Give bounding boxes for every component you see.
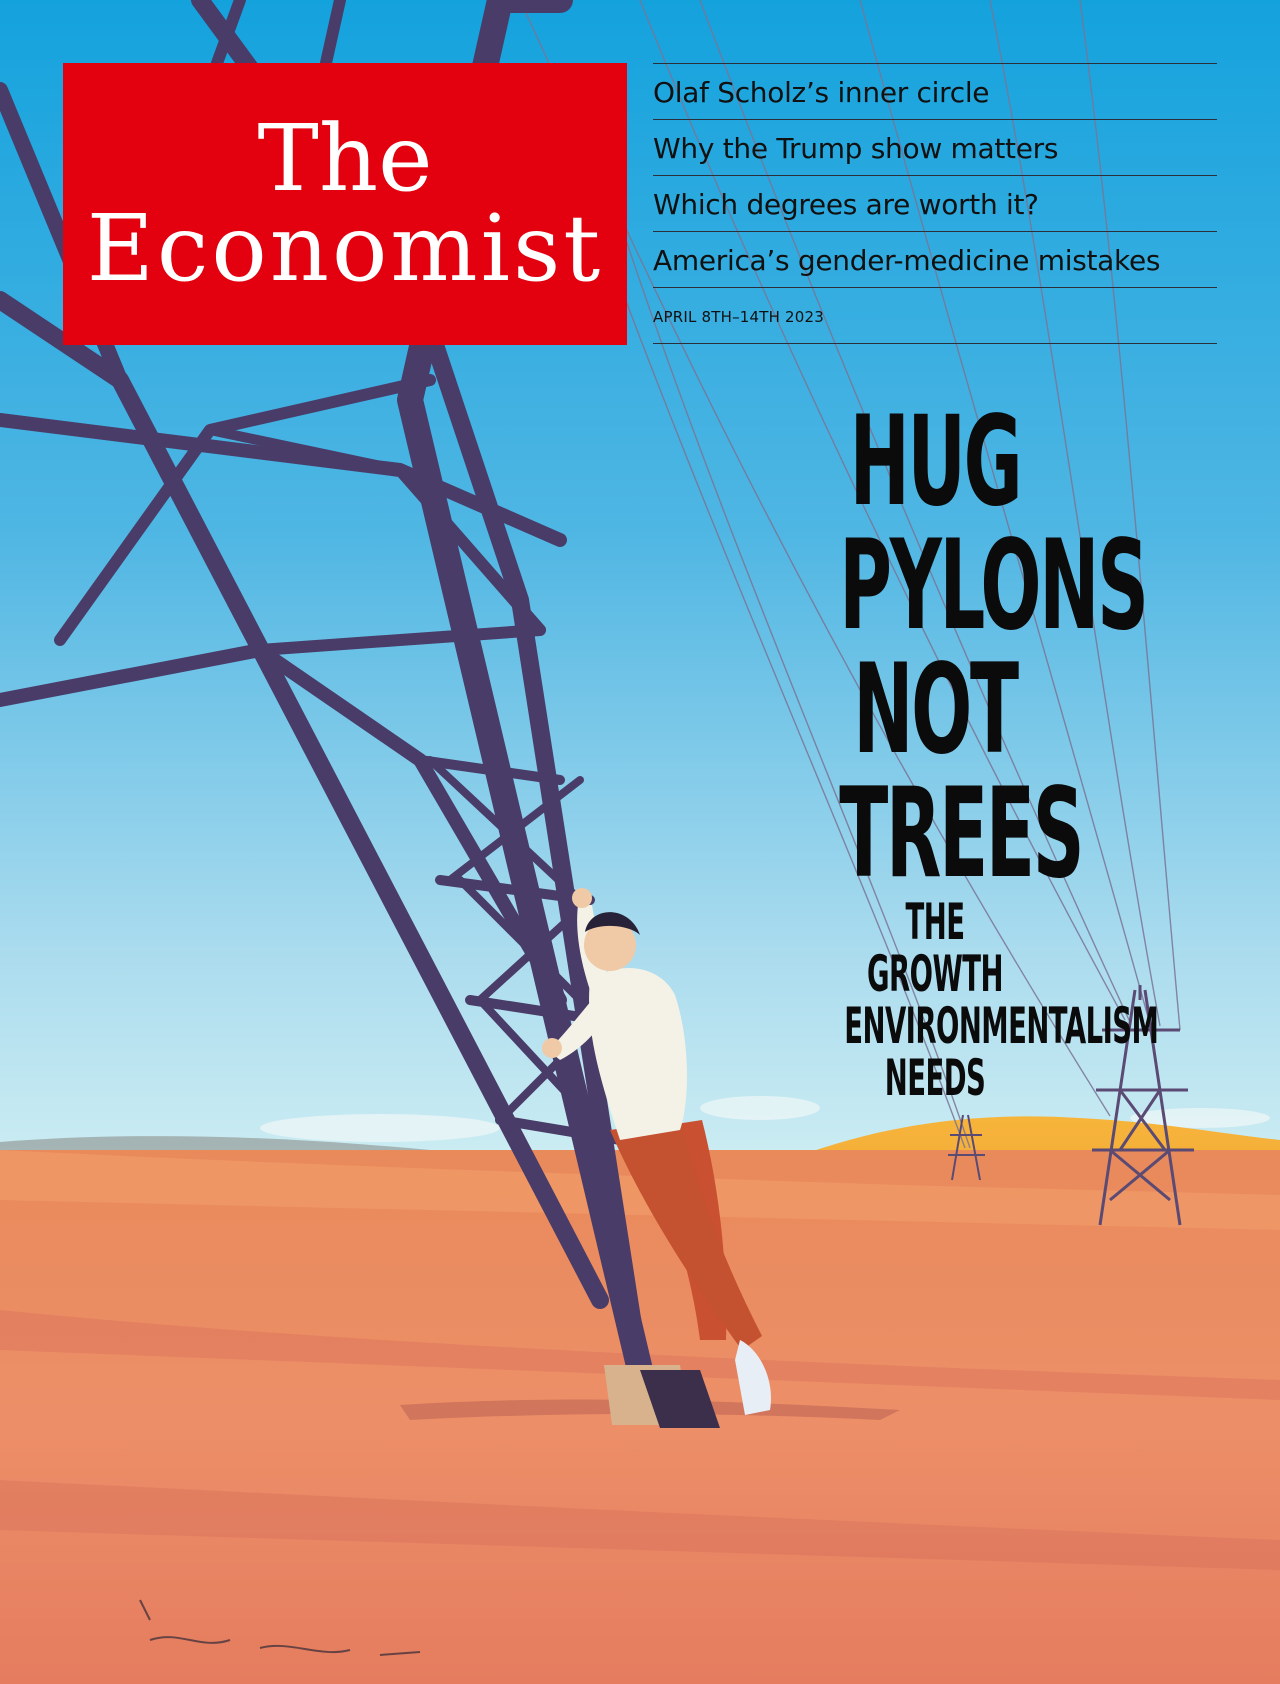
teaser-trump-show[interactable]: Why the Trump show matters (653, 132, 1059, 165)
issue-dateline: APRIL 8TH–14TH 2023 (653, 308, 825, 326)
cover-story-headline[interactable]: HUG PYLONS NOT TREES THE GROWTH ENVIRONM… (770, 390, 1159, 1107)
ground-scratches (139, 1599, 421, 1656)
subheadline-line: THE GROWTH (867, 893, 1003, 1003)
distant-pylon-large (1092, 985, 1194, 1226)
teaser-divider (653, 63, 1217, 64)
teaser-divider (653, 119, 1217, 120)
teaser-divider (653, 343, 1217, 344)
teaser-list: Olaf Scholz’s inner circle Why the Trump… (653, 63, 1217, 344)
teaser-divider (653, 231, 1217, 232)
distant-pylon-small (948, 1114, 985, 1181)
headline-line: NOT (853, 638, 1019, 782)
pylon-foot (604, 1365, 720, 1428)
teaser-olaf-scholz[interactable]: Olaf Scholz’s inner circle (653, 76, 990, 109)
person-hugging-pylon (542, 888, 771, 1415)
teaser-gender-medicine[interactable]: America’s gender-medicine mistakes (653, 244, 1161, 277)
teaser-divider (653, 175, 1217, 176)
masthead-logo: The Economist (63, 63, 627, 345)
masthead-line-the: The (257, 105, 433, 212)
headline-line: TREES (839, 762, 1084, 906)
headline-line: HUG (849, 390, 1023, 534)
subheadline-line: ENVIRONMENTALISM (844, 997, 1159, 1055)
masthead-line-economist: Economist (86, 195, 604, 302)
subheadline-line: NEEDS (884, 1049, 986, 1107)
clouds (260, 1096, 1270, 1142)
teaser-divider (653, 287, 1217, 288)
headline-line: PYLONS (839, 514, 1149, 658)
teaser-degrees[interactable]: Which degrees are worth it? (653, 188, 1039, 221)
